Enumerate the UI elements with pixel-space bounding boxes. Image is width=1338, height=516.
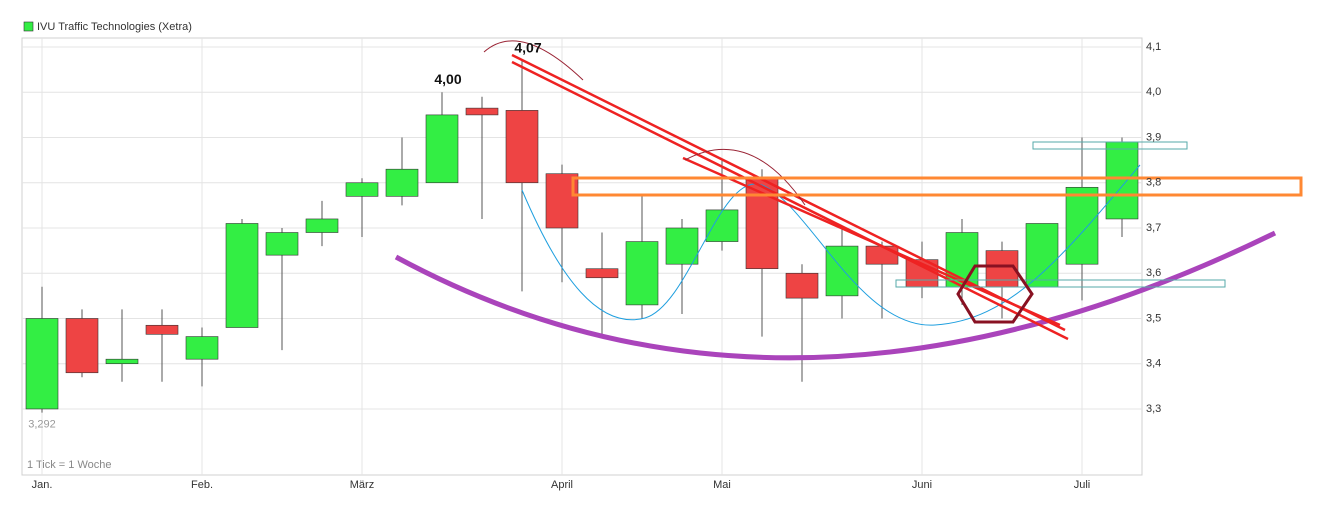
y-tick-label: 4,1 (1146, 41, 1161, 53)
y-tick-label: 4,0 (1146, 86, 1161, 98)
grid (22, 38, 1142, 475)
candle-body (25, 318, 59, 410)
high-label: 4,07 (514, 39, 541, 55)
trend-line (682, 156, 1061, 327)
high-label: 4,00 (434, 71, 461, 87)
candle-body (385, 168, 419, 197)
x-tick-label: Mai (713, 479, 731, 491)
arc (483, 40, 584, 81)
candle-body (225, 223, 259, 328)
candles (25, 60, 1139, 413)
y-tick-label: 3,8 (1146, 177, 1161, 189)
candle-body (1105, 141, 1139, 220)
candle-body (785, 272, 819, 299)
x-tick-label: Feb. (191, 479, 213, 491)
candle-body (345, 182, 379, 197)
low-label: 3,292 (28, 418, 56, 430)
arc (684, 148, 806, 206)
y-tick-label: 3,7 (1146, 222, 1161, 234)
candle-body (625, 241, 659, 306)
x-tick-label: April (551, 479, 573, 491)
candle-body (105, 358, 139, 365)
target-box (1032, 141, 1188, 150)
candle-body (265, 232, 299, 256)
target-box (895, 279, 1226, 288)
candle-body (1025, 223, 1059, 288)
candle-body (185, 336, 219, 360)
candle-body (145, 324, 179, 335)
drawings (394, 40, 1303, 361)
tick-note: 1 Tick = 1 Woche (27, 459, 111, 471)
x-tick-label: Juni (912, 479, 932, 491)
trend-line (511, 53, 1066, 332)
candle-body (585, 268, 619, 279)
candle-body (665, 227, 699, 265)
candle-body (825, 245, 859, 297)
candle-body (705, 209, 739, 242)
legend-swatch (23, 21, 34, 32)
trend-line (511, 60, 1069, 341)
candle-body (865, 245, 899, 265)
x-tick-label: März (350, 479, 374, 491)
y-tick-label: 3,3 (1146, 403, 1161, 415)
labels: 3,3 3,4 3,5 3,6 3,7 3,8 3,9 4,0 4,1 Jan. Feb. März A… (28, 39, 1161, 491)
candle-body (505, 110, 539, 184)
y-tick-label: 3,4 (1146, 358, 1161, 370)
candle-body (1065, 186, 1099, 265)
candle-body (65, 318, 99, 374)
support-curve (394, 230, 1277, 361)
candle-body (465, 107, 499, 116)
candle-body (985, 250, 1019, 288)
y-tick-label: 3,6 (1146, 267, 1161, 279)
legend-label: IVU Traffic Technologies (Xetra) (37, 21, 192, 33)
hexagon (956, 264, 1034, 324)
y-tick-label: 3,9 (1146, 131, 1161, 143)
y-tick-label: 3,5 (1146, 312, 1161, 324)
candle-body (425, 114, 459, 184)
x-tick-label: Jan. (32, 479, 53, 491)
x-tick-label: Juli (1074, 479, 1091, 491)
resistance-box (571, 176, 1303, 197)
candle-body (305, 218, 339, 233)
